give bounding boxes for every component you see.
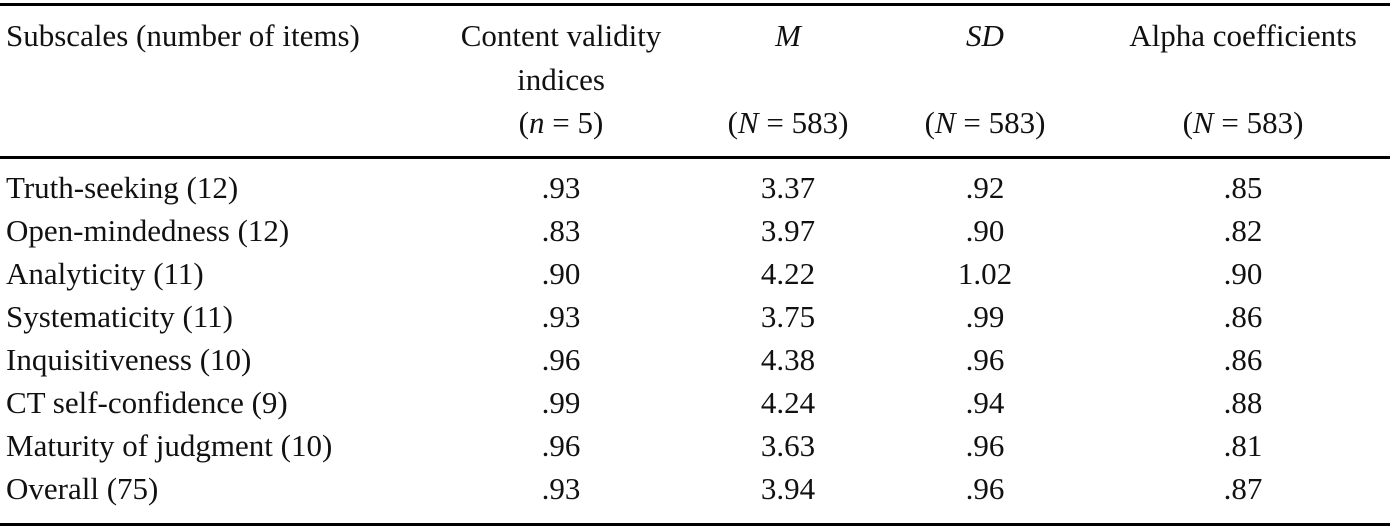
row-alpha: .90 xyxy=(1223,256,1263,291)
row-sd: .94 xyxy=(965,385,1005,420)
row-sd: .90 xyxy=(965,213,1005,248)
header-cvi-line2: indices xyxy=(517,62,605,97)
table-row: Inquisitiveness (10) .96 4.38 .96 .86 xyxy=(0,338,1390,381)
header-m: M xyxy=(775,18,801,53)
header-cvi-n-rest: = 5) xyxy=(544,105,604,140)
header-sd: SD xyxy=(966,18,1004,53)
row-cvi: .96 xyxy=(541,342,581,377)
row-alpha: .87 xyxy=(1223,471,1263,506)
header-cvi-n-var: n xyxy=(529,105,545,140)
header-rule xyxy=(0,156,1390,159)
row-sd: .92 xyxy=(965,170,1005,205)
header-cvi-n: (n = 5) xyxy=(450,101,672,145)
row-alpha: .86 xyxy=(1223,342,1263,377)
row-m: 4.38 xyxy=(760,342,816,377)
table-row: Overall (75) .93 3.94 .96 .87 xyxy=(0,467,1390,510)
row-m: 3.97 xyxy=(760,213,816,248)
table-row: Open-mindedness (12) .83 3.97 .90 .82 xyxy=(0,209,1390,252)
row-label: Overall (75) xyxy=(6,471,159,506)
row-alpha: .81 xyxy=(1223,428,1263,463)
row-m: 3.94 xyxy=(760,471,816,506)
top-rule xyxy=(0,3,1390,6)
row-sd: 1.02 xyxy=(957,256,1013,291)
row-label: Maturity of judgment (10) xyxy=(6,428,333,463)
header-alpha: Alpha coefficients xyxy=(1129,18,1357,53)
row-cvi: .93 xyxy=(541,299,581,334)
header-sd-n: (N = 583) xyxy=(924,105,1046,140)
row-m: 4.22 xyxy=(760,256,816,291)
table-row: CT self-confidence (9) .99 4.24 .94 .88 xyxy=(0,381,1390,424)
table-row: Systematicity (11) .93 3.75 .99 .86 xyxy=(0,295,1390,338)
header-cvi-line1: Content validity xyxy=(460,18,662,53)
row-alpha: .86 xyxy=(1223,299,1263,334)
row-m: 3.63 xyxy=(760,428,816,463)
row-cvi: .96 xyxy=(541,428,581,463)
row-alpha: .88 xyxy=(1223,385,1263,420)
header-subscales: Subscales (number of items) xyxy=(6,18,360,53)
row-sd: .96 xyxy=(965,342,1005,377)
row-sd: .99 xyxy=(965,299,1005,334)
row-cvi: .99 xyxy=(541,385,581,420)
row-cvi: .93 xyxy=(541,471,581,506)
bottom-rule xyxy=(0,523,1390,526)
row-label: CT self-confidence (9) xyxy=(6,385,288,420)
header-cvi-n-open: ( xyxy=(518,105,529,140)
table-row: Truth-seeking (12) .93 3.37 .92 .85 xyxy=(0,166,1390,209)
row-label: Analyticity (11) xyxy=(6,256,204,291)
header-m-n: (N = 583) xyxy=(727,105,849,140)
row-label: Truth-seeking (12) xyxy=(6,170,239,205)
header-alpha-n: (N = 583) xyxy=(1182,105,1304,140)
row-cvi: .90 xyxy=(541,256,581,291)
row-m: 3.37 xyxy=(760,170,816,205)
row-sd: .96 xyxy=(965,428,1005,463)
row-alpha: .82 xyxy=(1223,213,1263,248)
table-row: Analyticity (11) .90 4.22 1.02 .90 xyxy=(0,252,1390,295)
row-label: Inquisitiveness (10) xyxy=(6,342,252,377)
row-m: 3.75 xyxy=(760,299,816,334)
row-cvi: .83 xyxy=(541,213,581,248)
row-label: Systematicity (11) xyxy=(6,299,234,334)
row-label: Open-mindedness (12) xyxy=(6,213,290,248)
row-alpha: .85 xyxy=(1223,170,1263,205)
row-m: 4.24 xyxy=(760,385,816,420)
row-sd: .96 xyxy=(965,471,1005,506)
row-cvi: .93 xyxy=(541,170,581,205)
table-row: Maturity of judgment (10) .96 3.63 .96 .… xyxy=(0,424,1390,467)
